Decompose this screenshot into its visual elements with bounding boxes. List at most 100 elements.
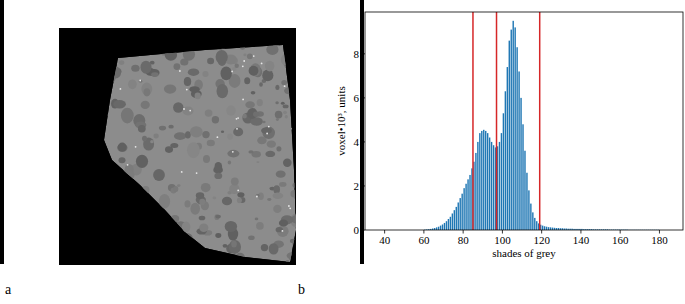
bright-speck xyxy=(217,136,219,138)
histogram-bar xyxy=(544,226,545,230)
x-tick xyxy=(423,230,424,234)
histogram-bar xyxy=(454,210,455,230)
histogram-bar xyxy=(505,91,506,230)
grain xyxy=(248,236,255,241)
bright-speck xyxy=(236,128,238,130)
grain xyxy=(207,58,214,64)
bright-speck xyxy=(139,80,141,82)
grain xyxy=(144,232,147,236)
x-axis-label: shades of grey xyxy=(492,247,556,259)
grain xyxy=(173,186,178,192)
grain xyxy=(107,183,117,192)
bright-speck xyxy=(268,126,270,128)
grain xyxy=(121,108,134,124)
grain xyxy=(100,256,110,265)
grain xyxy=(207,140,215,147)
histogram-bar xyxy=(479,133,480,230)
grain xyxy=(237,197,242,203)
threshold-line xyxy=(496,12,498,230)
grain xyxy=(185,200,191,207)
bright-speck xyxy=(266,133,268,135)
bright-speck xyxy=(288,205,290,207)
histogram-bar xyxy=(530,204,531,230)
grain xyxy=(265,61,274,72)
grain xyxy=(283,105,289,109)
x-tick-label: 180 xyxy=(651,234,668,246)
grain xyxy=(251,91,256,95)
grain xyxy=(182,233,193,244)
grain xyxy=(217,41,226,49)
grain xyxy=(276,170,286,177)
grain xyxy=(237,192,244,197)
bright-speck xyxy=(127,227,129,229)
grain xyxy=(283,159,292,167)
grain xyxy=(133,187,145,198)
x-tick-label: 40 xyxy=(379,234,391,246)
grain xyxy=(269,243,279,254)
bright-speck xyxy=(261,63,263,65)
bright-speck xyxy=(186,89,188,91)
histogram-bar xyxy=(475,153,476,230)
histogram-bar xyxy=(440,226,441,230)
grain xyxy=(253,112,259,117)
grain xyxy=(95,178,108,189)
grain xyxy=(150,140,153,143)
x-tick xyxy=(502,230,503,234)
y-tick xyxy=(362,97,366,98)
grain xyxy=(125,41,134,51)
grain xyxy=(286,260,289,263)
grain xyxy=(138,238,149,250)
grain xyxy=(231,177,239,185)
grain xyxy=(128,79,137,89)
grain xyxy=(195,254,200,260)
grain xyxy=(104,161,108,164)
grain xyxy=(256,161,259,163)
bright-speck xyxy=(163,251,165,253)
x-tick xyxy=(541,230,542,234)
scan-sample xyxy=(95,38,304,269)
grain xyxy=(177,184,180,187)
grain xyxy=(112,241,122,252)
grain xyxy=(103,261,114,269)
grain xyxy=(290,239,297,243)
histogram-bar xyxy=(503,113,504,230)
grain xyxy=(190,203,200,215)
grain xyxy=(131,43,143,56)
grain xyxy=(152,242,163,251)
grain xyxy=(96,145,104,153)
grain xyxy=(159,194,170,209)
grain xyxy=(276,118,279,121)
grain xyxy=(261,127,272,134)
grain xyxy=(259,82,263,87)
grain xyxy=(249,66,259,76)
grain xyxy=(126,226,131,231)
bright-speck xyxy=(231,71,233,73)
grain xyxy=(273,205,281,213)
panel-label: b xyxy=(298,282,305,297)
histogram-bar xyxy=(452,213,453,230)
grain xyxy=(275,85,279,90)
y-axis-label: voxel•10³, units xyxy=(335,86,347,155)
grain xyxy=(156,247,168,258)
grain xyxy=(131,241,137,248)
histogram-bar xyxy=(450,217,451,230)
y-tick-label: 2 xyxy=(354,180,360,192)
grain xyxy=(256,222,264,230)
grain xyxy=(243,54,246,57)
grain xyxy=(187,142,200,158)
grain xyxy=(297,212,303,216)
grain xyxy=(267,198,271,201)
panel-label: a xyxy=(5,282,12,297)
histogram-bar xyxy=(526,173,527,230)
histogram-bar xyxy=(546,227,547,230)
grain xyxy=(216,46,223,50)
grain xyxy=(142,136,147,142)
grain xyxy=(240,46,245,50)
y-tick xyxy=(362,53,366,54)
grain xyxy=(229,184,239,194)
bright-speck xyxy=(135,146,137,148)
bright-speck xyxy=(232,151,234,153)
grain xyxy=(102,112,108,117)
grain xyxy=(195,93,201,100)
grain xyxy=(99,158,103,160)
